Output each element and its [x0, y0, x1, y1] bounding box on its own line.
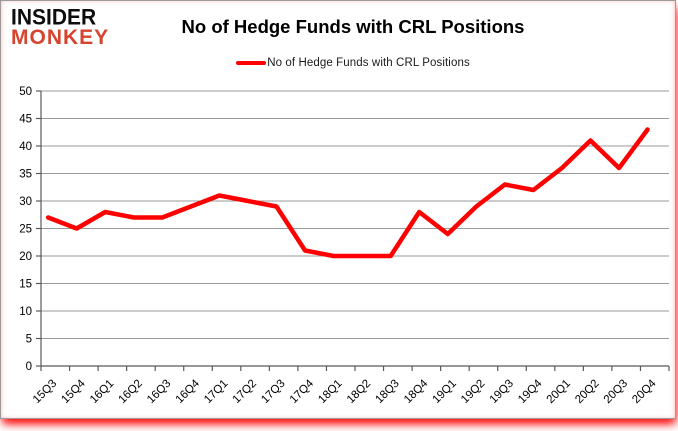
- y-tick-label: 15: [19, 279, 32, 291]
- x-tick-label: 19Q3: [488, 378, 516, 406]
- y-tick-label: 10: [19, 306, 32, 318]
- x-tick-label: 20Q1: [545, 378, 573, 406]
- x-tick-label: 17Q3: [259, 378, 287, 406]
- chart-title: No of Hedge Funds with CRL Positions: [181, 16, 525, 37]
- logo-line-monkey: MONKEY: [11, 25, 110, 49]
- y-axis: 0 5 10 15 20 25 30 35 40 45 50: [19, 86, 42, 373]
- y-tick-label: 35: [19, 169, 32, 181]
- y-tick-label: 0: [26, 361, 32, 373]
- x-tick-label: 16Q1: [88, 378, 116, 406]
- x-axis: 15Q3 15Q4 16Q1 16Q2 16Q3 16Q4 17Q1 17Q2 17Q3 17Q4…: [31, 365, 670, 406]
- x-tick-label: 19Q4: [516, 377, 545, 406]
- x-tick-label: 18Q1: [316, 378, 344, 406]
- x-tick-label: 17Q1: [202, 378, 230, 406]
- x-tick-label: 20Q3: [602, 378, 630, 406]
- x-tick-label: 15Q4: [59, 377, 88, 406]
- x-tick-label: 18Q3: [373, 378, 401, 406]
- gridlines: [41, 90, 669, 339]
- x-tick-label: 17Q2: [231, 378, 259, 406]
- x-tick-label: 17Q4: [288, 377, 317, 406]
- x-tick-label: 16Q2: [117, 378, 145, 406]
- x-tick-label: 15Q3: [31, 378, 59, 406]
- x-tick-label: 19Q2: [459, 378, 487, 406]
- insider-monkey-logo: INSIDER MONKEY: [11, 5, 110, 49]
- y-tick-label: 5: [26, 334, 32, 346]
- chart-card: INSIDER MONKEY No of Hedge Funds with CR…: [0, 0, 676, 419]
- logo-line-insider: INSIDER: [11, 5, 97, 30]
- x-tick-label: 16Q4: [174, 377, 203, 406]
- legend-line-swatch: [236, 60, 267, 66]
- y-tick-label: 25: [19, 224, 32, 236]
- y-tick-label: 40: [19, 141, 32, 153]
- x-tick-label: 20Q2: [573, 378, 601, 406]
- x-tick-label: 18Q2: [345, 378, 373, 406]
- data-series: [45, 127, 650, 259]
- y-tick-label: 45: [19, 114, 32, 126]
- legend-label: No of Hedge Funds with CRL Positions: [267, 57, 470, 69]
- y-tick-label: 30: [19, 196, 32, 208]
- chart-legend: No of Hedge Funds with CRL Positions: [41, 57, 665, 69]
- y-tick-label: 50: [19, 86, 32, 98]
- x-tick-label: 18Q4: [402, 377, 431, 406]
- data-line: [45, 127, 650, 259]
- x-tick-label: 20Q4: [630, 377, 659, 406]
- x-tick-label: 19Q1: [431, 378, 459, 406]
- y-tick-label: 20: [19, 251, 32, 263]
- x-tick-label: 16Q3: [145, 378, 173, 406]
